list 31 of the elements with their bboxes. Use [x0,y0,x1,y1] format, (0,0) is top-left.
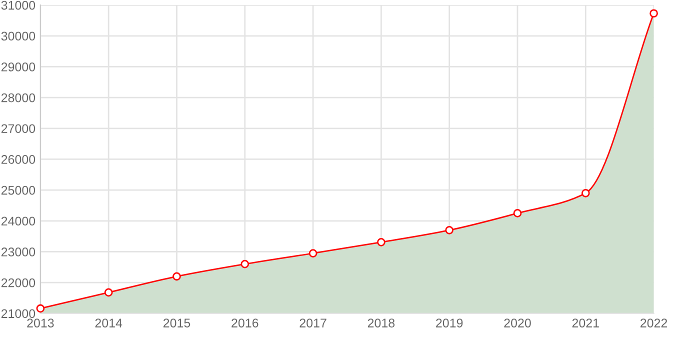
y-tick-label: 26000 [1,155,36,164]
point [513,209,522,218]
y-tick-label: 30000 [1,32,36,41]
x-tick-label: 2016 [232,318,258,328]
y-tick-label: 22000 [1,278,36,288]
x-tick-label: 2015 [163,318,190,328]
y-tick-label: 25000 [1,186,36,195]
point [104,288,113,297]
x-tick-label: 2018 [368,318,395,328]
point [36,304,45,313]
point [377,238,386,246]
y-tick-label: 31000 [1,0,36,10]
x-tick-label: 2013 [27,318,54,328]
point [308,249,318,258]
point [172,272,181,281]
x-tick-label: 2019 [436,318,463,328]
y-tick-label: 24000 [1,216,36,226]
y-tick-label: 21000 [1,309,36,318]
y-tick-label: 23000 [1,248,36,256]
y-tick-label: 29000 [1,62,36,72]
x-tick-label: 2017 [300,318,326,328]
point [240,260,250,268]
x-tick-label: 2014 [95,318,122,328]
x-tick-label: 2021 [572,318,599,328]
x-tick-label: 2020 [504,318,531,328]
point [581,188,590,198]
y-tick-label: 28000 [1,93,36,102]
point [445,226,454,234]
x-tick-label: 2022 [640,318,668,328]
point [650,9,658,18]
y-tick-label: 27000 [1,124,36,134]
